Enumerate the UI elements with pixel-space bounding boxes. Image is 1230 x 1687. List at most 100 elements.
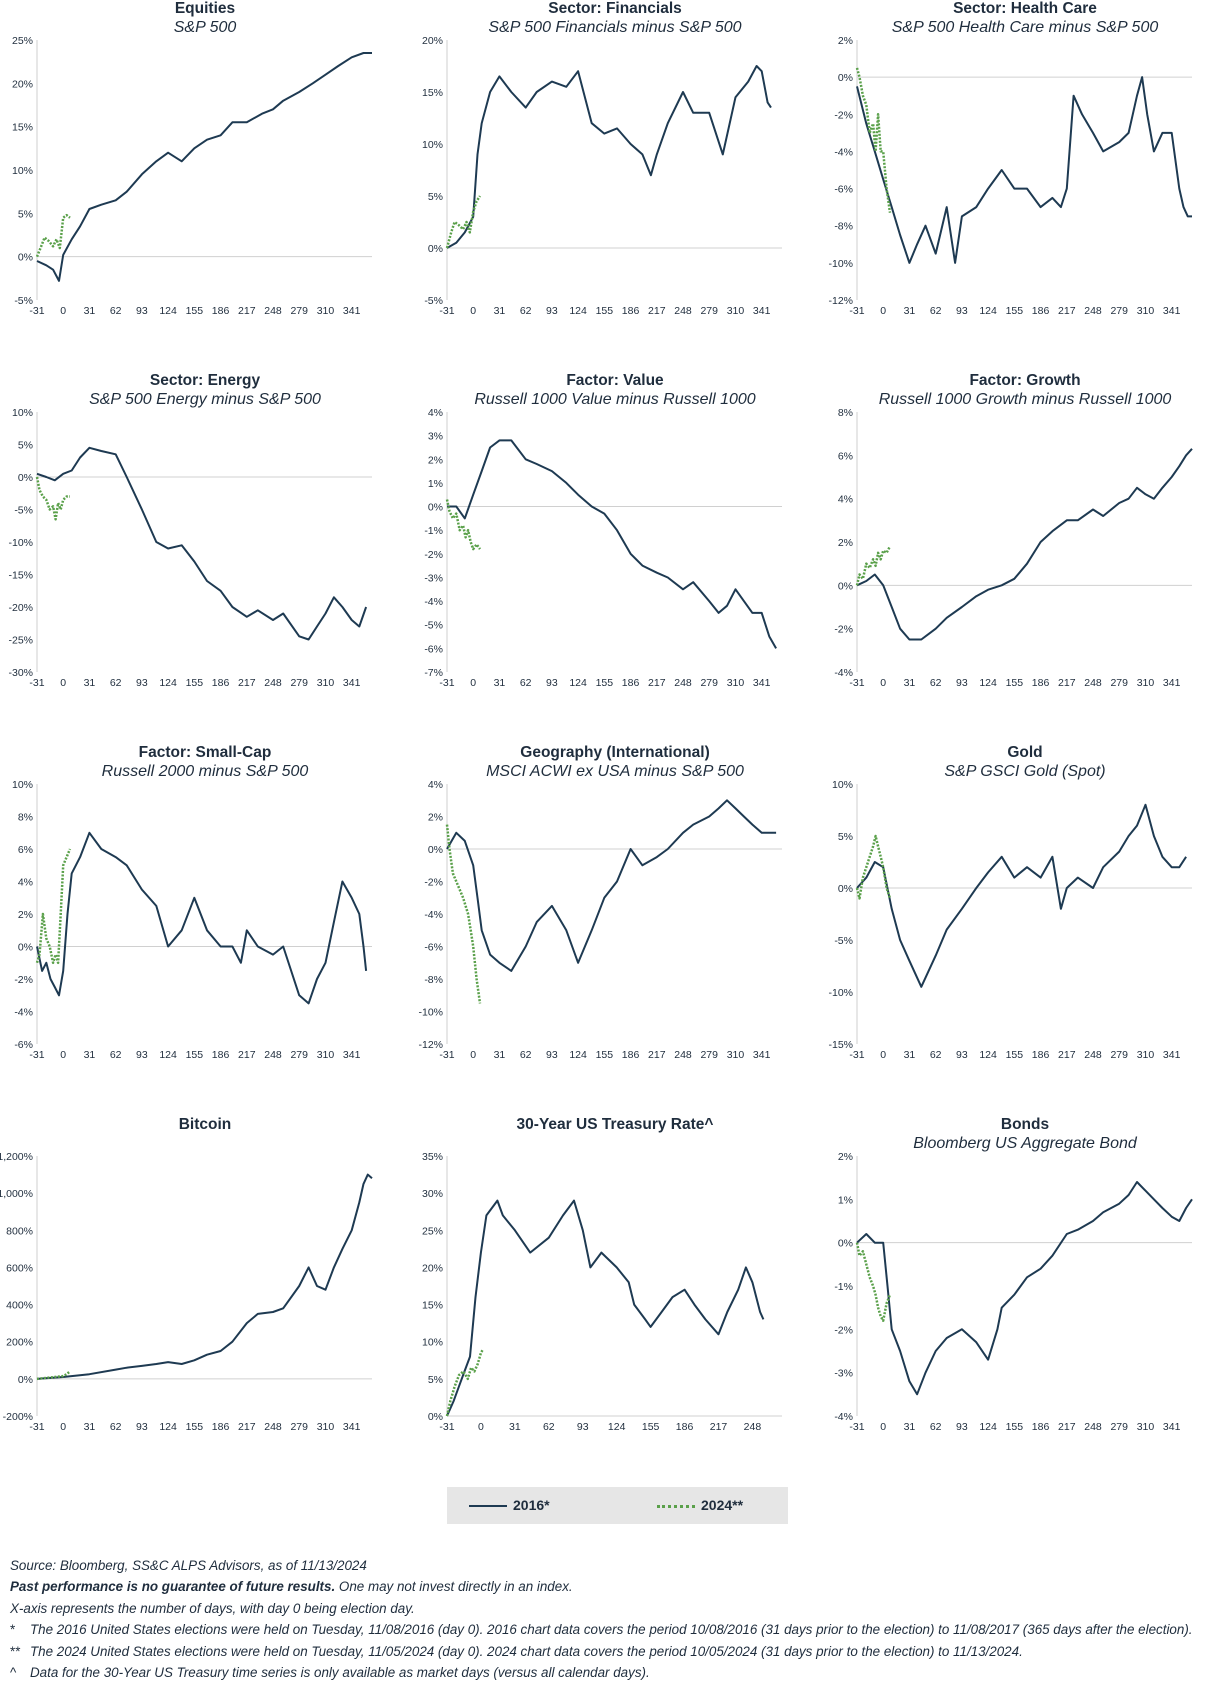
y-tick-label: 1,000% (0, 1188, 33, 1200)
chart-panel: Bitcoin -200% 0% 200% 400% 600% 800% 1,000% 1,20… (0, 1116, 410, 1488)
x-tick-label: 310 (727, 677, 745, 689)
chart-title: Bonds (1000, 1116, 1050, 1133)
chart-title: Geography (International) (520, 744, 710, 761)
x-tick-label: 93 (546, 677, 558, 689)
x-tick-label: 341 (1163, 1421, 1181, 1433)
x-tick-label: 248 (674, 305, 692, 317)
x-tick-label: 186 (212, 1421, 230, 1433)
chart-title: Factor: Value (566, 372, 664, 389)
x-tick-label: 341 (343, 1049, 361, 1061)
y-tick-label: -10% (828, 258, 853, 270)
y-tick-label: -6% (424, 942, 443, 954)
y-tick-label: 2% (18, 909, 33, 921)
y-tick-label: 6% (838, 450, 853, 462)
series-line-2024 (35, 848, 72, 965)
x-tick-label: 0 (478, 1421, 484, 1433)
y-tick-label: 0% (428, 844, 443, 856)
x-tick-label: 217 (238, 677, 256, 689)
x-tick-label: 124 (159, 1049, 177, 1061)
y-tick-label: 600% (6, 1262, 33, 1274)
series-line-2016 (856, 1181, 1193, 1396)
footnote-text: Data for the 30-Year US Treasury time se… (30, 1665, 650, 1681)
chart-subtitle: S&P GSCI Gold (Spot) (944, 763, 1106, 780)
y-tick-label: 1% (428, 478, 443, 490)
series-line-2016 (36, 831, 368, 1005)
x-tick-label: 124 (159, 305, 177, 317)
x-tick-label: 217 (1058, 1421, 1076, 1433)
x-tick-label: 93 (136, 677, 148, 689)
x-tick-label: -31 (439, 1049, 454, 1061)
series-line-2024 (445, 824, 482, 1004)
x-tick-label: 279 (1110, 677, 1128, 689)
x-tick-label: 279 (290, 1049, 308, 1061)
x-tick-label: 0 (60, 305, 66, 317)
x-tick-label: 62 (930, 305, 942, 317)
x-tick-label: 186 (212, 305, 230, 317)
y-tick-label: -200% (3, 1411, 33, 1423)
y-tick-label: 5% (18, 208, 33, 220)
x-tick-label: 279 (1110, 305, 1128, 317)
x-tick-label: 31 (904, 1421, 916, 1433)
x-tick-label: 155 (186, 677, 204, 689)
chart-plot: -4% -2% 0% 2% 4% 6% 8% -31 0 31 62 93 124 155 186 217 24… (834, 407, 1193, 689)
x-tick-label: -31 (849, 1421, 864, 1433)
x-tick-label: 279 (700, 1049, 718, 1061)
y-tick-label: 4% (18, 877, 33, 889)
legend: 2016* 2024** (447, 1487, 788, 1524)
y-tick-label: -4% (424, 909, 443, 921)
x-tick-label: 31 (84, 1049, 96, 1061)
x-tick-label: 279 (1110, 1421, 1128, 1433)
y-tick-label: 30% (422, 1188, 443, 1200)
y-tick-label: -25% (8, 635, 33, 647)
x-tick-label: -31 (439, 305, 454, 317)
x-tick-label: -31 (439, 1421, 454, 1433)
x-tick-label: 124 (159, 677, 177, 689)
x-tick-label: 93 (136, 305, 148, 317)
x-tick-label: 62 (543, 1421, 555, 1433)
x-tick-label: 248 (1084, 305, 1102, 317)
chart-panel: Bonds Bloomberg US Aggregate Bond -4% -3% -2… (820, 1116, 1230, 1488)
x-tick-label: 62 (110, 305, 122, 317)
x-tick-label: 248 (674, 677, 692, 689)
x-tick-label: 217 (238, 1049, 256, 1061)
x-tick-label: 341 (1163, 305, 1181, 317)
x-tick-label: 31 (904, 1049, 916, 1061)
x-tick-label: 0 (470, 1049, 476, 1061)
x-tick-label: -31 (29, 1421, 44, 1433)
chart-panel: Sector: Energy S&P 500 Energy minus S&P 5… (0, 372, 410, 744)
chart-title: Sector: Health Care (953, 0, 1097, 17)
x-tick-label: 62 (520, 1049, 532, 1061)
x-tick-label: 155 (642, 1421, 660, 1433)
x-tick-label: 155 (596, 305, 614, 317)
series-line-2024 (445, 195, 482, 249)
chart-plot: -15% -10% -5% 0% 5% 10% -31 0 31 62 93 124 155 186 217… (828, 779, 1192, 1061)
chart-title: Gold (1007, 744, 1043, 761)
y-tick-label: -4% (834, 667, 853, 679)
x-tick-label: 62 (930, 1421, 942, 1433)
chart-panel: Sector: Financials S&P 500 Financials min… (410, 0, 820, 372)
x-tick-label: 341 (343, 677, 361, 689)
x-tick-label: 0 (880, 305, 886, 317)
chart-panel: Gold S&P GSCI Gold (Spot) -15% -10% -5% 0% 5% 1… (820, 744, 1230, 1116)
series-line-2016 (36, 446, 368, 641)
chart-plot: -30% -25% -20% -15% -10% -5% 0% 5% 10% -31 0 31 62 93… (8, 407, 372, 689)
y-tick-label: 8% (838, 407, 853, 419)
x-tick-label: 93 (546, 1049, 558, 1061)
chart-panel: 30-Year US Treasury Rate^ 0% 5% 10% 15% 20% 25… (410, 1116, 820, 1488)
chart-subtitle: Russell 1000 Value minus Russell 1000 (474, 391, 756, 408)
y-tick-label: 5% (428, 191, 443, 203)
chart-plot: -5% 0% 5% 10% 15% 20% -31 0 31 62 93 124 155 186 217 24… (422, 35, 782, 317)
y-tick-label: 0% (18, 472, 33, 484)
y-tick-label: 4% (428, 779, 443, 791)
y-tick-label: -15% (8, 570, 33, 582)
y-tick-label: 0% (428, 1411, 443, 1423)
y-tick-label: 400% (6, 1300, 33, 1312)
y-tick-label: 0% (838, 883, 853, 895)
chart-plot: -4% -3% -2% -1% 0% 1% 2% -31 0 31 62 93 124 155 186 217… (834, 1151, 1193, 1433)
chart-plot: -12% -10% -8% -6% -4% -2% 0% 2% 4% -31 0 31 62 93 124 1… (418, 779, 782, 1061)
chart-title: Factor: Growth (969, 372, 1081, 389)
y-tick-label: -3% (424, 572, 443, 584)
y-tick-label: -1% (424, 525, 443, 537)
y-tick-label: -30% (8, 667, 33, 679)
x-tick-label: 341 (343, 1421, 361, 1433)
